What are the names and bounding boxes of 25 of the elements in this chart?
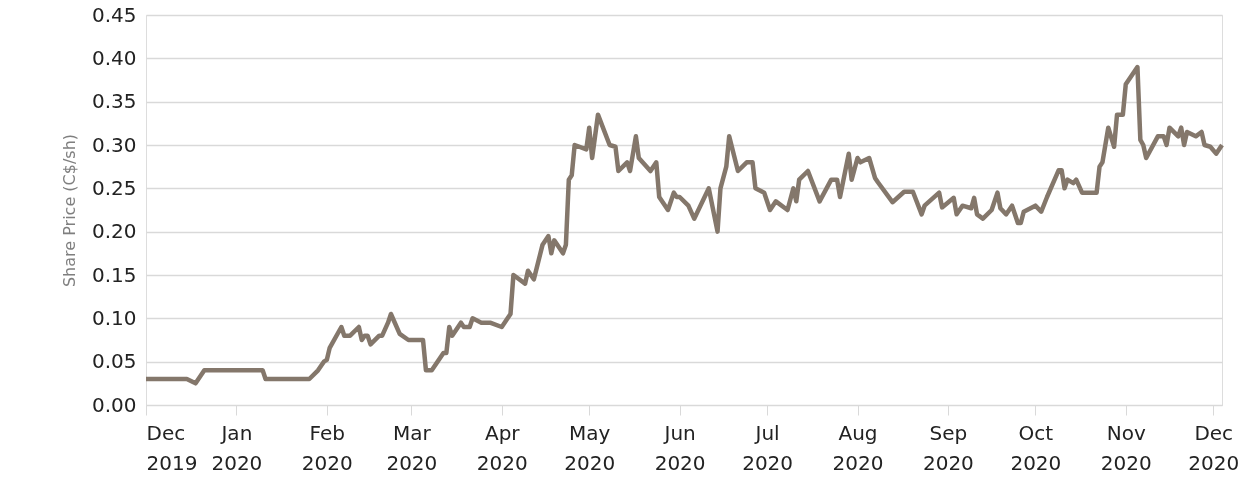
x-tick-label: Oct 2020 bbox=[1010, 420, 1062, 475]
x-tick-label: Aug 2020 bbox=[832, 420, 884, 475]
y-tick-label: 0.20 bbox=[91, 219, 137, 244]
x-tick-label: Jan 2020 bbox=[211, 420, 263, 475]
y-tick-label: 0.45 bbox=[91, 2, 137, 27]
x-tick-label: Jul 2020 bbox=[742, 420, 794, 475]
y-tick-label: 0.30 bbox=[91, 132, 137, 157]
y-tick-label: 0.05 bbox=[91, 349, 137, 374]
y-tick-label: 0.35 bbox=[91, 89, 137, 114]
x-tick-label: Feb 2020 bbox=[301, 420, 353, 475]
line-series bbox=[143, 64, 1225, 386]
x-tick-label: Jun 2020 bbox=[654, 420, 706, 475]
y-tick-label: 0.10 bbox=[91, 305, 137, 330]
x-tick-label: Dec 2020 bbox=[1188, 420, 1240, 475]
y-tick-label: 0.40 bbox=[91, 45, 137, 70]
x-tick-label: Apr 2020 bbox=[476, 420, 528, 475]
x-tick-label: Mar 2020 bbox=[386, 420, 438, 475]
x-tick-label: Sep 2020 bbox=[922, 420, 974, 475]
y-tick-label: 0.15 bbox=[91, 262, 137, 287]
x-tick-label: Nov 2020 bbox=[1100, 420, 1152, 475]
x-tick-label: May 2020 bbox=[564, 420, 616, 475]
y-tick-label: 0.25 bbox=[91, 175, 137, 200]
y-tick-label: 0.00 bbox=[91, 392, 137, 417]
x-tick-label: Dec 2019 bbox=[146, 420, 198, 475]
y-axis-title: Share Price (C$/sh) bbox=[59, 133, 79, 288]
